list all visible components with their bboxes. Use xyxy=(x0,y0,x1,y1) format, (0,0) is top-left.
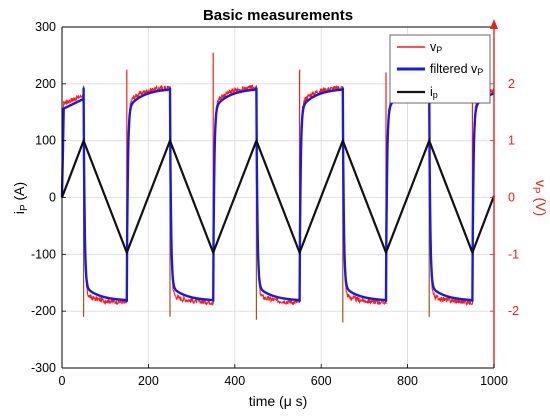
y-tick-label-left: -200 xyxy=(31,304,56,318)
ip-line xyxy=(60,137,496,256)
y-tick-label-right: 0 xyxy=(508,191,515,205)
y-tick-label-right: -1 xyxy=(508,247,519,261)
y-axis-label-left: iP (A) xyxy=(11,182,30,214)
legend-label-ip: ip xyxy=(430,85,438,100)
ticks: 0 200 400 600 800 10003002001000-100-200-3002… xyxy=(31,20,519,388)
y-tick-label-left: -100 xyxy=(31,247,56,261)
y-tick-label-left: 200 xyxy=(35,77,56,91)
x-axis-label: time (μ s) xyxy=(249,393,308,409)
x-tick-label: 600 xyxy=(311,374,332,388)
legend: vP filtered vP ip xyxy=(389,34,491,104)
y-axis-label-right: vP (V) xyxy=(530,180,549,216)
right-axis-arrow xyxy=(490,19,498,29)
y-tick-label-right: -2 xyxy=(508,304,519,318)
y-tick-label-left: -300 xyxy=(31,361,56,375)
y-tick-label-right: 1 xyxy=(508,134,515,148)
x-tick-label: 0 xyxy=(59,374,66,388)
y-tick-label-right: 2 xyxy=(508,77,515,91)
legend-label-filtered-vp: filtered vP xyxy=(430,62,483,77)
chart-title: Basic measurements xyxy=(203,7,353,24)
x-tick-label: 1000 xyxy=(480,374,508,388)
x-tick-label: 200 xyxy=(138,374,159,388)
y-tick-label-left: 100 xyxy=(35,134,56,148)
x-tick-label: 400 xyxy=(224,374,245,388)
y-tick-label-left: 0 xyxy=(49,191,56,205)
y-tick-label-left: 300 xyxy=(35,20,56,34)
x-tick-label: 800 xyxy=(397,374,418,388)
